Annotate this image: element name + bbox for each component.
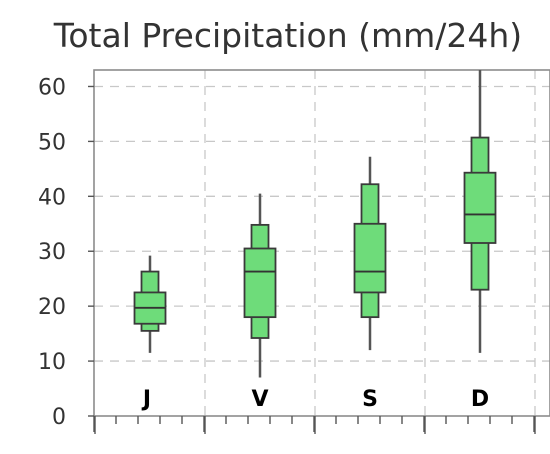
y-tick-label-0: 0 [52,405,66,430]
category-label-S: S [362,387,378,412]
category-label-V: V [251,387,268,412]
chart-title: Total Precipitation (mm/24h) [53,16,522,55]
quartile-box-D [463,171,497,244]
category-label-D: D [471,387,489,412]
y-tick-label-60: 60 [38,75,66,100]
y-tick-label-40: 40 [38,185,66,210]
axis-ticks [88,85,536,434]
box-series [133,70,497,378]
category-label-J: J [141,387,151,412]
y-tick-label-50: 50 [38,130,66,155]
y-tick-label-10: 10 [38,350,66,375]
quartile-box-S [353,222,387,294]
box-S [353,156,387,351]
y-axis-labels: 0 10 20 30 40 50 60 [38,75,66,430]
box-J [133,255,167,353]
grid-layer [94,70,550,416]
box-D [463,70,497,353]
y-tick-label-30: 30 [38,240,66,265]
box-V [243,193,277,378]
y-tick-label-20: 20 [38,295,66,320]
quartile-box-V [243,247,277,319]
plot-frame [93,69,550,417]
